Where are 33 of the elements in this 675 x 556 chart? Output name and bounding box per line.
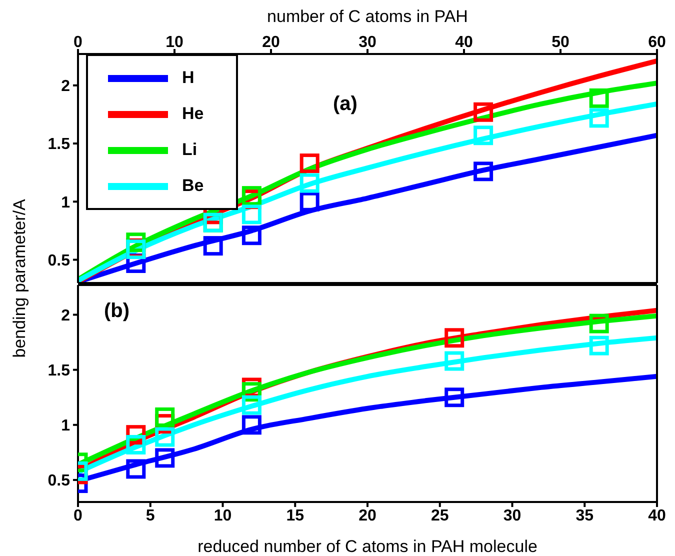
x-tick-label: 10: [214, 507, 232, 524]
y-tick-label: 1: [61, 194, 70, 212]
y-axis-title: bending parameter/A: [10, 198, 30, 358]
legend-label: He: [182, 104, 204, 124]
x-tick-label: 5: [146, 507, 155, 524]
x-tick-label: 0: [74, 34, 83, 51]
legend-label: Li: [182, 140, 198, 160]
x-tick-label: 35: [576, 507, 594, 524]
x-tick-label: 40: [648, 507, 666, 524]
x-tick-label: 20: [358, 507, 376, 524]
x-tick-label: 40: [455, 34, 473, 51]
x-tick-label: 20: [262, 34, 280, 51]
x-tick-label: 0: [74, 507, 83, 524]
x-tick-label: 10: [166, 34, 184, 51]
annotation: (a): [333, 93, 358, 116]
legend-label: H: [182, 68, 194, 88]
y-tick-label: 1: [61, 418, 70, 435]
x-axis-title: reduced number of C atoms in PAH molecule: [198, 537, 538, 556]
y-tick-label: 1.5: [48, 136, 70, 154]
x-tick-label: 25: [430, 507, 449, 524]
annotation: (b): [104, 300, 130, 323]
y-tick-label: 0.5: [48, 252, 70, 270]
y-tick-label: 0.5: [48, 472, 70, 490]
x-axis-title: number of C atoms in PAH: [267, 7, 468, 26]
x-tick-label: 30: [358, 34, 376, 51]
x-tick-label: 50: [552, 34, 570, 51]
y-tick-label: 2: [61, 307, 70, 324]
legend-label: Be: [182, 176, 204, 196]
x-tick-label: 60: [648, 34, 666, 51]
y-tick-label: 1.5: [48, 362, 70, 380]
x-tick-label: 15: [286, 507, 304, 524]
x-tick-label: 30: [503, 507, 522, 524]
y-tick-label: 2: [61, 78, 70, 96]
